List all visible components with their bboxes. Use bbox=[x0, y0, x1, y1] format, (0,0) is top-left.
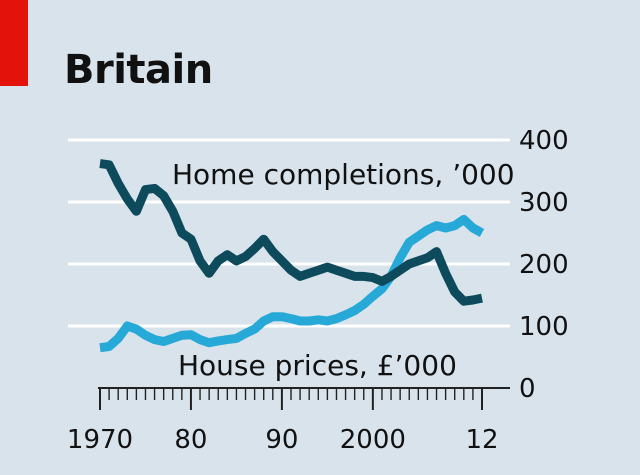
x-tick-label: 12 bbox=[465, 425, 498, 455]
series-line-house-prices bbox=[99, 214, 485, 353]
series-line-home-completions bbox=[99, 159, 483, 306]
series bbox=[99, 159, 485, 353]
chart-title: Britain bbox=[64, 47, 213, 93]
y-axis: 0 100 200 300 400 bbox=[519, 126, 569, 404]
x-tick-label: 90 bbox=[265, 425, 298, 455]
x-axis: 1970 80 90 2000 12 bbox=[67, 387, 510, 455]
x-tick-label: 1970 bbox=[67, 425, 133, 455]
y-tick-label: 0 bbox=[519, 374, 536, 404]
red-corner-tag bbox=[0, 0, 28, 86]
y-tick-label: 400 bbox=[519, 126, 569, 156]
gridlines bbox=[68, 138, 510, 328]
series-label-house-prices: House prices, £’000 bbox=[178, 349, 457, 382]
x-tick-label: 80 bbox=[174, 425, 207, 455]
series-label-home-completions: Home completions, ’000 bbox=[172, 158, 515, 191]
y-tick-label: 100 bbox=[519, 312, 569, 342]
y-tick-label: 300 bbox=[519, 188, 569, 218]
y-tick-label: 200 bbox=[519, 250, 569, 280]
x-tick-label: 2000 bbox=[340, 425, 406, 455]
